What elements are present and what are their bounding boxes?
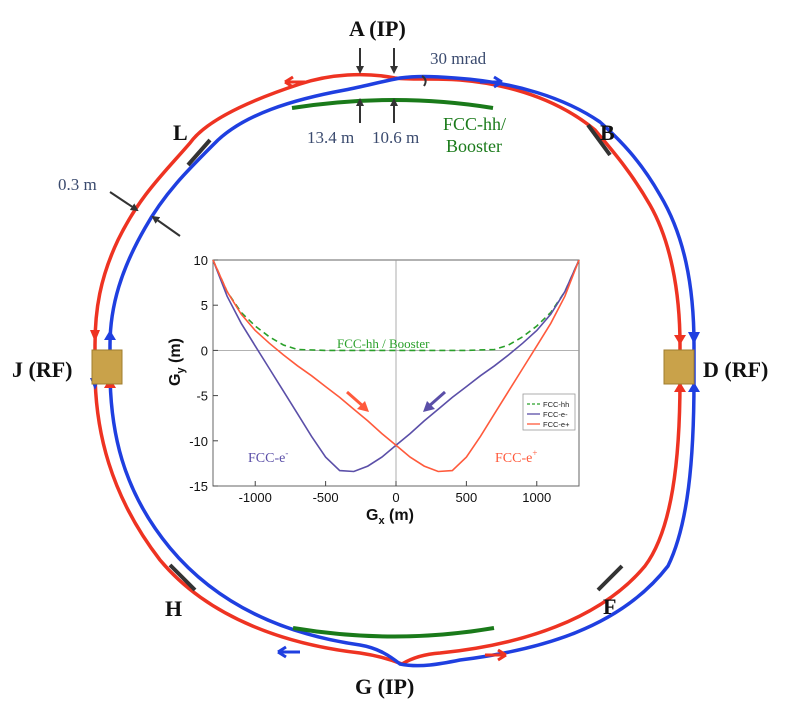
rf-cavity-j bbox=[91, 349, 123, 385]
chart-annotation-hh: FCC-hh / Booster bbox=[337, 336, 430, 351]
pointer-arrows bbox=[109, 48, 427, 237]
red-direction-arrow-top bbox=[284, 75, 305, 89]
chart-ytick-label: -10 bbox=[189, 434, 208, 449]
label-b: B bbox=[600, 120, 615, 145]
label-a: A (IP) bbox=[349, 16, 406, 41]
label-d: D (RF) bbox=[703, 357, 768, 382]
label-l: L bbox=[173, 120, 188, 145]
chart-ylabel: Gy (m) bbox=[167, 338, 187, 386]
chart-legend-label: FCC-e+ bbox=[543, 420, 570, 429]
chart-annotation-ep-sup: + bbox=[532, 448, 537, 458]
annotation-separation: 0.3 m bbox=[58, 175, 97, 194]
annotation-gap-right: 10.6 m bbox=[372, 128, 419, 147]
chart-ytick-label: 10 bbox=[194, 253, 208, 268]
red-arrowhead-j bbox=[90, 330, 100, 342]
chart-axes-lines bbox=[213, 260, 579, 486]
chart-series-line-2 bbox=[212, 259, 580, 473]
chart-xtick-label: 0 bbox=[392, 490, 399, 505]
inset-chart: -1000 -500 0 500 1000 10 5 0 -5 -10 -15 Gy (m) Gx … bbox=[167, 253, 580, 527]
chart-annotation-ep: FCC-e+ bbox=[495, 448, 537, 466]
chart-ytick-label: -5 bbox=[196, 389, 208, 404]
red-arrowhead-d-lower bbox=[674, 382, 686, 392]
blue-ring-path bbox=[108, 74, 696, 668]
booster-label-line2: Booster bbox=[446, 136, 502, 156]
pointer-sep-inner bbox=[151, 215, 181, 237]
chart-ylabel-sub: y bbox=[175, 367, 187, 374]
annotation-mrad: 30 mrad bbox=[430, 49, 487, 68]
chart-annotation-em-sup: - bbox=[285, 448, 288, 458]
chart-annotation-ep-main: FCC-e bbox=[495, 451, 532, 466]
mrad-angle-mark bbox=[421, 75, 427, 87]
chart-annotation-em: FCC-e- bbox=[248, 448, 288, 466]
chart-legend-label: FCC-e- bbox=[543, 410, 568, 419]
blue-arrowhead-d bbox=[688, 332, 700, 344]
chart-xlabel-sub: x bbox=[378, 515, 385, 527]
chart-xlabel: Gx (m) bbox=[366, 507, 414, 527]
chart-red-direction-arrow bbox=[346, 390, 369, 412]
chart-ylabel-main: G bbox=[167, 374, 184, 386]
pointer-sep-outer bbox=[109, 191, 139, 212]
annotation-gap-left: 13.4 m bbox=[307, 128, 354, 147]
chart-xtick-label: -1000 bbox=[239, 490, 272, 505]
chart-series bbox=[212, 259, 580, 473]
chart-annotation-em-main: FCC-e bbox=[248, 451, 285, 466]
chart-xlabel-unit: (m) bbox=[385, 507, 414, 524]
ring-tracks bbox=[93, 72, 696, 668]
rf-cavity-d bbox=[663, 349, 695, 385]
blue-direction-arrow-top bbox=[480, 75, 503, 89]
chart-xtick-label: -500 bbox=[313, 490, 339, 505]
straight-section-b bbox=[586, 123, 612, 157]
label-h: H bbox=[165, 596, 182, 621]
chart-xtick-label: 1000 bbox=[522, 490, 551, 505]
chart-ylabel-unit: (m) bbox=[167, 338, 184, 367]
booster-arc-bottom bbox=[292, 626, 495, 639]
chart-ytick-label: -15 bbox=[189, 479, 208, 494]
straight-section-l bbox=[186, 138, 212, 167]
blue-arrowhead-j bbox=[104, 330, 116, 340]
chart-blue-direction-arrow bbox=[423, 390, 446, 412]
red-direction-arrow-bottom bbox=[485, 648, 507, 662]
chart-ytick-label: 0 bbox=[201, 343, 208, 358]
chart-xlabel-main: G bbox=[366, 507, 378, 524]
chart-legend-label: FCC-hh bbox=[543, 400, 569, 409]
straight-section-f bbox=[596, 564, 624, 592]
booster-label-line1: FCC-hh/ bbox=[443, 114, 506, 134]
blue-direction-arrow-bottom bbox=[277, 645, 300, 659]
label-f: F bbox=[603, 594, 616, 619]
chart-xtick-label: 500 bbox=[456, 490, 478, 505]
chart-ytick-label: 5 bbox=[201, 298, 208, 313]
label-j: J (RF) bbox=[12, 357, 72, 382]
blue-arrowhead-d-lower bbox=[688, 382, 700, 392]
red-arrowhead-d bbox=[674, 335, 686, 345]
label-g: G (IP) bbox=[355, 674, 414, 699]
booster-arc-top bbox=[291, 98, 494, 110]
straight-section-h bbox=[168, 563, 197, 592]
chart-ticks: -1000 -500 0 500 1000 10 5 0 -5 -10 -15 bbox=[189, 253, 551, 505]
chart-series-line-0 bbox=[212, 259, 580, 352]
